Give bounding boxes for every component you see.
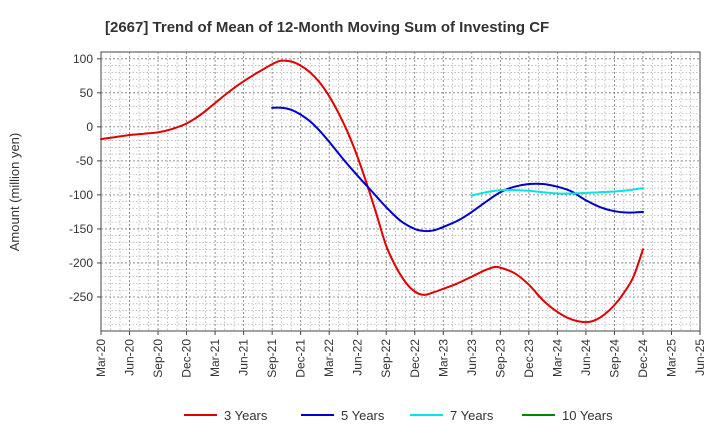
legend: 3 Years 5 Years 7 Years 10 Years (184, 408, 613, 423)
x-tick-label: Jun-21 (237, 339, 251, 376)
x-tick-label: Dec-20 (180, 339, 194, 378)
y-axis-label: Amount (million yen) (7, 133, 22, 252)
x-tick-label: Jun-22 (351, 339, 365, 376)
series-lines (100, 59, 644, 324)
x-tick-label: Mar-21 (208, 339, 222, 377)
y-tick-label: -250 (69, 290, 93, 304)
x-tick-label: Sep-20 (151, 339, 165, 378)
y-tick-label: 50 (80, 86, 94, 100)
y-tick-label: -100 (69, 188, 93, 202)
grid (101, 52, 700, 331)
series-line-3-years (100, 59, 644, 324)
y-tick-label: -50 (76, 154, 94, 168)
x-ticks: Mar-20 Jun-20 Sep-20 Dec-20 Mar-21 Jun-21 Sep-… (94, 331, 707, 378)
y-tick-label: -150 (69, 222, 93, 236)
chart-title: [2667] Trend of Mean of 12-Month Moving … (105, 19, 549, 36)
y-ticks: 100 50 0 -50 -100 -150 -200 -250 (69, 52, 101, 304)
x-tick-label: Jun-25 (693, 339, 707, 376)
x-tick-label: Dec-22 (408, 339, 422, 378)
x-tick-label: Dec-24 (636, 339, 650, 378)
x-tick-label: Sep-24 (607, 339, 621, 378)
x-tick-label: Mar-24 (550, 339, 564, 377)
x-tick-label: Dec-23 (522, 339, 536, 378)
y-tick-label: 100 (73, 52, 93, 66)
x-tick-label: Mar-23 (436, 339, 450, 377)
legend-label-3-years: 3 Years (224, 408, 268, 423)
legend-label-7-years: 7 Years (450, 408, 494, 423)
series-line-5-years (271, 106, 644, 233)
x-tick-label: Sep-23 (493, 339, 507, 378)
x-tick-label: Jun-24 (579, 339, 593, 376)
series-line-7-years (470, 187, 644, 197)
x-tick-label: Jun-20 (123, 339, 137, 376)
x-tick-label: Sep-21 (265, 339, 279, 378)
x-tick-label: Sep-22 (379, 339, 393, 378)
y-tick-label: -200 (69, 256, 93, 270)
x-tick-label: Dec-21 (294, 339, 308, 378)
y-tick-label: 0 (86, 120, 93, 134)
legend-label-10-years: 10 Years (562, 408, 613, 423)
x-tick-label: Mar-22 (322, 339, 336, 377)
x-tick-label: Mar-25 (664, 339, 678, 377)
legend-label-5-years: 5 Years (341, 408, 385, 423)
x-tick-label: Mar-20 (94, 339, 108, 377)
x-tick-label: Jun-23 (465, 339, 479, 376)
